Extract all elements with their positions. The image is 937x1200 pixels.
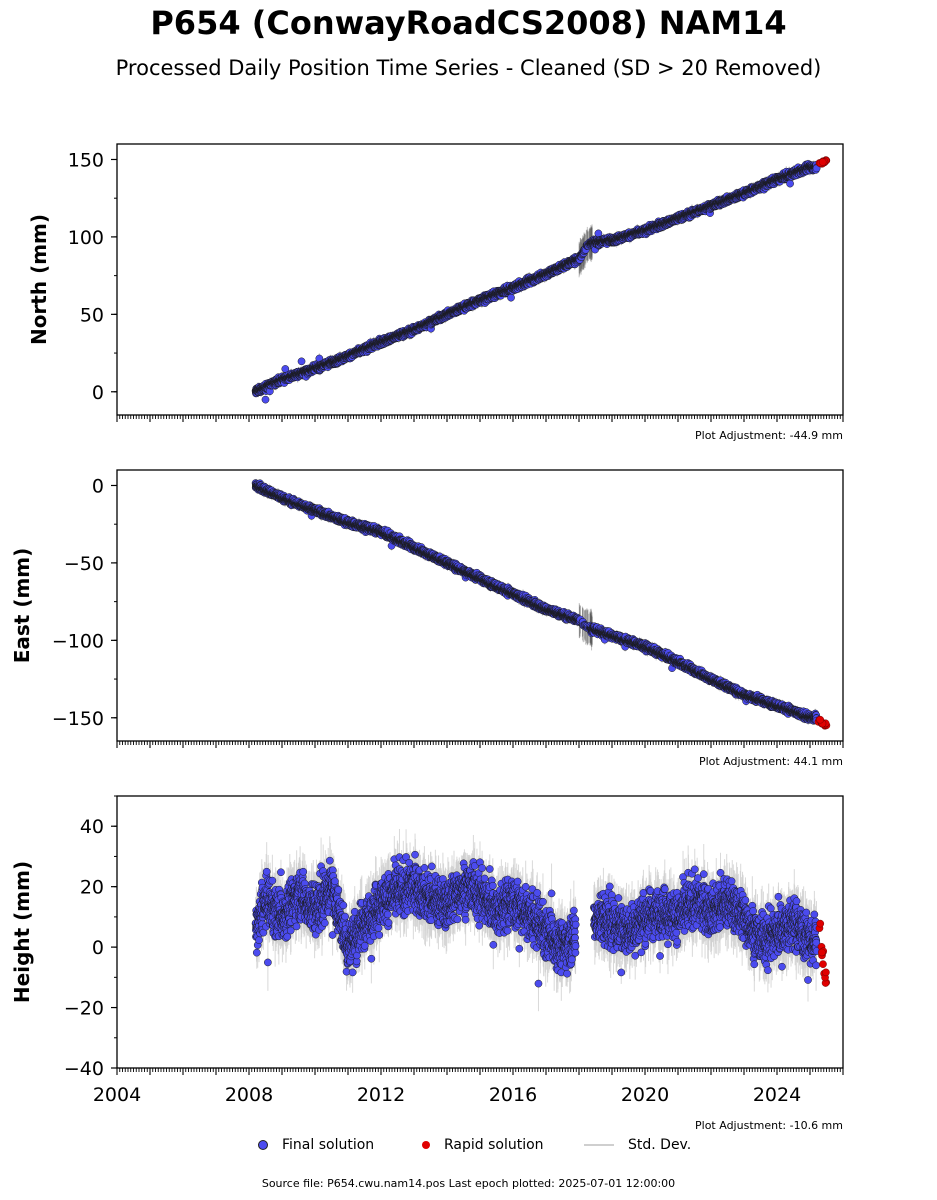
chart-subtitle: Processed Daily Position Time Series - C…: [0, 56, 937, 80]
chart-title: P654 (ConwayRoadCS2008) NAM14: [0, 4, 937, 42]
north-final-point: [261, 395, 270, 404]
north-plot-area: [251, 156, 831, 404]
north-final-point: [297, 357, 306, 366]
